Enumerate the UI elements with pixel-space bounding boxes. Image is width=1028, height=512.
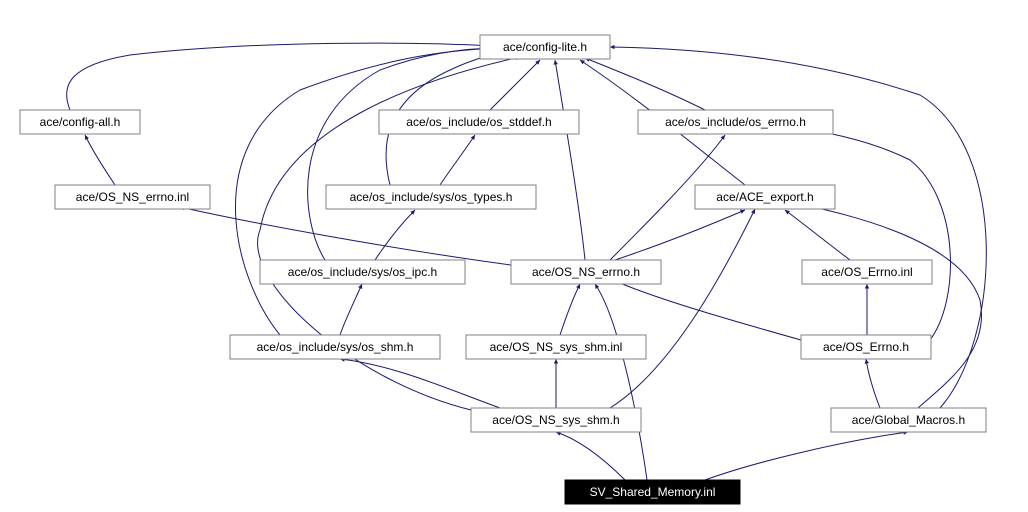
edge-global_mac-to-os_errno_h bbox=[866, 359, 880, 408]
edge-config_all-to-config_lite bbox=[67, 43, 495, 110]
node-ns_sys_shm_i: ace/OS_NS_sys_shm.inl bbox=[466, 335, 646, 359]
node-label: ace/OS_NS_errno.inl bbox=[76, 190, 189, 204]
nodes-layer: SV_Shared_Memory.inl ace/OS_NS_sys_shm.h a… bbox=[20, 35, 986, 504]
edge-os_errno_h-to-os_inc_errno bbox=[790, 128, 950, 340]
edge-ns_sys_shm_h-to-ace_export bbox=[610, 209, 755, 408]
node-config_lite: ace/config-lite.h bbox=[480, 35, 610, 59]
edge-root-to-global_mac bbox=[705, 432, 908, 480]
arrowhead bbox=[554, 60, 558, 65]
node-os_types: ace/os_include/sys/os_types.h bbox=[326, 185, 536, 209]
node-config_all: ace/config-all.h bbox=[20, 110, 140, 134]
node-label: ace/config-all.h bbox=[40, 115, 121, 129]
arrowhead bbox=[554, 359, 558, 364]
edge-root-to-ns_errno_h bbox=[595, 284, 647, 480]
node-label: ace/os_include/sys/os_ipc.h bbox=[288, 265, 437, 279]
edge-os_ipc-to-os_types bbox=[375, 210, 415, 260]
node-ns_sys_shm_h: ace/OS_NS_sys_shm.h bbox=[471, 408, 641, 432]
edge-os_errno_h-to-ns_errno_h bbox=[615, 281, 801, 340]
arrowhead bbox=[865, 359, 869, 364]
arrowhead bbox=[471, 135, 475, 140]
node-label: ace/OS_Errno.inl bbox=[821, 265, 912, 279]
edge-os_shm-to-os_ipc bbox=[340, 284, 362, 335]
node-label: ace/os_include/os_stddef.h bbox=[406, 115, 551, 129]
node-label: ace/OS_NS_sys_shm.inl bbox=[490, 340, 623, 354]
node-os_errno_inl: ace/OS_Errno.inl bbox=[802, 260, 932, 284]
edge-ns_errno_inl-to-config_all bbox=[85, 135, 115, 185]
node-label: ace/os_include/os_errno.h bbox=[665, 115, 806, 129]
node-label: ace/ACE_export.h bbox=[716, 190, 813, 204]
edge-root-to-ns_sys_shm_h bbox=[556, 432, 625, 480]
edge-ns_errno_h-to-ns_errno_inl bbox=[180, 207, 511, 265]
node-os_shm: ace/os_include/sys/os_shm.h bbox=[230, 335, 440, 359]
edge-os_ipc-to-config_lite bbox=[308, 48, 500, 260]
node-ns_errno_inl: ace/OS_NS_errno.inl bbox=[55, 185, 210, 209]
node-os_stddef: ace/os_include/os_stddef.h bbox=[379, 110, 579, 134]
node-global_mac: ace/Global_Macros.h bbox=[831, 408, 986, 432]
arrowhead bbox=[865, 284, 869, 289]
node-label: ace/config-lite.h bbox=[503, 40, 587, 54]
node-label: ace/Global_Macros.h bbox=[852, 413, 965, 427]
edge-global_mac-to-ace_export bbox=[800, 204, 982, 408]
arrowhead bbox=[721, 135, 725, 140]
node-label: ace/os_include/sys/os_shm.h bbox=[257, 340, 414, 354]
arrowhead bbox=[785, 210, 790, 214]
node-label: ace/os_include/sys/os_types.h bbox=[350, 190, 513, 204]
edge-ns_errno_h-to-config_lite bbox=[555, 60, 585, 260]
node-root: SV_Shared_Memory.inl bbox=[565, 480, 740, 504]
node-os_ipc: ace/os_include/sys/os_ipc.h bbox=[260, 260, 465, 284]
arrowhead bbox=[595, 284, 599, 289]
node-ns_errno_h: ace/OS_NS_errno.h bbox=[511, 260, 661, 284]
edge-os_types-to-os_stddef bbox=[440, 135, 475, 185]
node-os_errno_h: ace/OS_Errno.h bbox=[801, 335, 931, 359]
dependency-graph: SV_Shared_Memory.inl ace/OS_NS_sys_shm.h a… bbox=[0, 0, 1028, 512]
edge-os_errno_inl-to-ace_export bbox=[785, 210, 850, 260]
edge-ns_sys_shm_i-to-ns_errno_h bbox=[560, 284, 580, 335]
edge-os_inc_errno-to-config_lite bbox=[585, 58, 705, 110]
edge-ns_sys_shm_h-to-os_shm bbox=[340, 359, 500, 408]
edge-os_stddef-to-config_lite bbox=[490, 60, 540, 110]
node-label: ace/OS_Errno.h bbox=[823, 340, 909, 354]
arrowhead bbox=[610, 45, 615, 49]
node-ace_export: ace/ACE_export.h bbox=[695, 185, 835, 209]
arrowhead bbox=[580, 60, 585, 64]
node-label: ace/OS_NS_errno.h bbox=[532, 265, 640, 279]
node-label: ace/OS_NS_sys_shm.h bbox=[492, 413, 619, 427]
node-label: SV_Shared_Memory.inl bbox=[590, 485, 716, 499]
node-os_inc_errno: ace/os_include/os_errno.h bbox=[638, 110, 833, 134]
